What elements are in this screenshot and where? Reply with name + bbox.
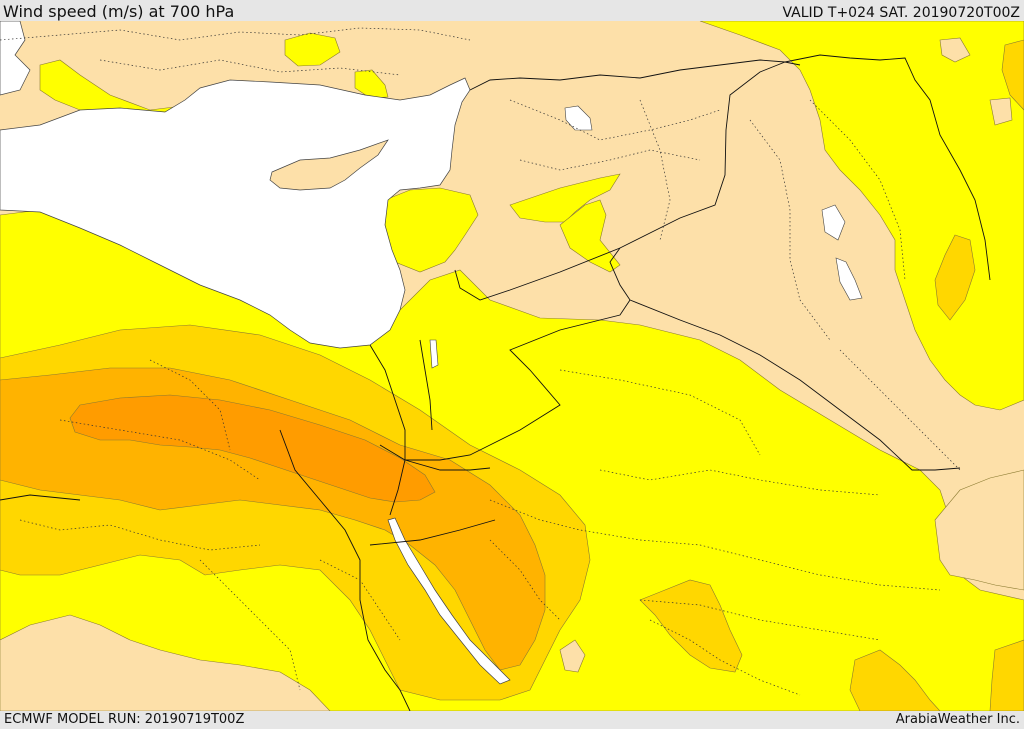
footer-bar: ECMWF MODEL RUN: 20190719T00Z ArabiaWeat…	[0, 711, 1024, 729]
header-bar: Wind speed (m/s) at 700 hPa VALID T+024 …	[0, 0, 1024, 21]
map-title: Wind speed (m/s) at 700 hPa	[3, 2, 235, 21]
band-low-east	[699, 21, 1024, 411]
band-lowest-southwest	[0, 614, 331, 711]
band-mid-southeast	[639, 579, 743, 673]
band-high	[0, 367, 546, 671]
lake	[821, 204, 846, 241]
band-highest	[69, 394, 436, 503]
model-run-label: ECMWF MODEL RUN: 20190719T00Z	[4, 712, 245, 727]
credit-label: ArabiaWeather Inc.	[895, 712, 1020, 727]
band-lowest-gulf	[934, 469, 1024, 591]
band-low-syria-tongue	[509, 173, 621, 223]
band-low-turkey-blob	[284, 32, 341, 67]
cyprus	[269, 139, 389, 191]
band-mid-zagros	[934, 234, 976, 321]
band-lowest-east-islands	[989, 97, 1013, 126]
internal-borders	[0, 27, 961, 696]
wind-speed-map	[0, 21, 1024, 711]
valid-time: VALID T+024 SAT. 20190720T00Z	[782, 5, 1020, 21]
band-low-turkey-blob-2	[354, 69, 389, 99]
red-sea	[387, 517, 511, 685]
mediterranean-sea	[0, 77, 471, 349]
